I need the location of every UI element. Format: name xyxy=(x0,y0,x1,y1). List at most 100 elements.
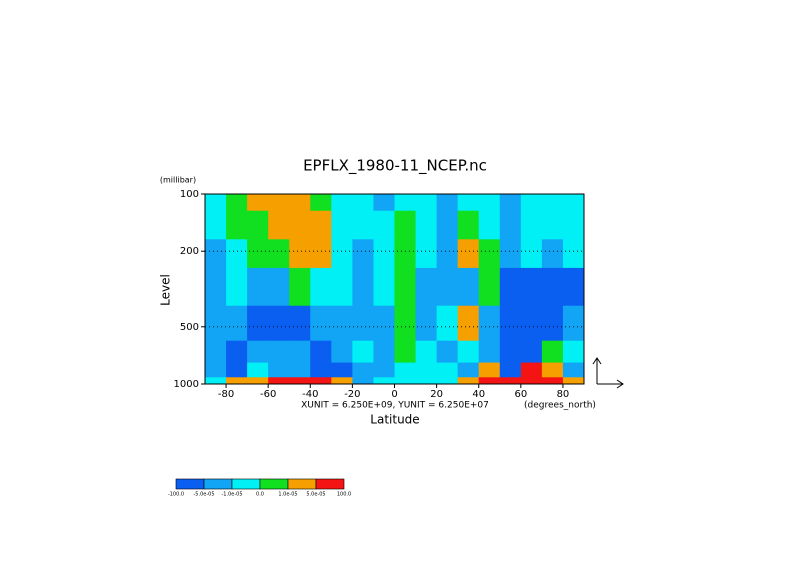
y-tick-label: 500 xyxy=(180,322,199,333)
contour-cell xyxy=(436,305,459,342)
contour-cell xyxy=(373,239,395,269)
colorbar-box xyxy=(203,478,233,490)
contour-cell xyxy=(310,267,332,307)
contour-cell xyxy=(205,362,227,378)
contour-cell xyxy=(205,377,227,385)
contour-cell xyxy=(331,194,353,212)
contour-cell xyxy=(268,194,290,212)
x-units: (degrees_north) xyxy=(524,401,596,411)
contour-cell xyxy=(415,377,438,385)
contour-cell xyxy=(310,194,332,212)
contour-cell xyxy=(226,194,248,212)
contour-cell xyxy=(247,377,269,385)
contour-cell xyxy=(247,305,269,342)
contour-cell xyxy=(436,267,459,307)
contour-cell xyxy=(352,305,374,342)
contour-cell xyxy=(394,267,417,307)
contour-cell xyxy=(268,267,290,307)
colorbar-label: -5.0e-05 xyxy=(194,492,215,498)
contour-cell xyxy=(541,194,564,212)
contour-cell xyxy=(289,305,311,342)
contour-cell xyxy=(352,267,374,307)
contour-cell xyxy=(415,267,438,307)
contour-cell xyxy=(373,340,395,364)
colorbar-box xyxy=(175,478,205,490)
contour-cell xyxy=(268,239,290,269)
colorbar-box xyxy=(315,478,345,490)
contour-cell xyxy=(541,377,564,385)
colorbar-box xyxy=(259,478,289,490)
contour-cell xyxy=(478,194,501,212)
contour-cell xyxy=(415,239,438,269)
contour-cell xyxy=(205,340,227,364)
contour-cell xyxy=(268,305,290,342)
y-tick-label: 200 xyxy=(180,246,199,257)
contour-cell xyxy=(331,210,353,240)
contour-cell xyxy=(415,194,438,212)
contour-cell xyxy=(541,362,564,378)
contour-cell xyxy=(394,377,417,385)
contour-cell xyxy=(499,267,522,307)
contour-cell xyxy=(205,305,227,342)
contour-cell xyxy=(415,305,438,342)
contour-cell xyxy=(520,362,543,378)
contour-cell xyxy=(373,194,395,212)
contour-cell xyxy=(499,362,522,378)
contour-cell xyxy=(268,340,290,364)
contour-cell xyxy=(478,305,501,342)
contour-cell xyxy=(457,305,480,342)
contour-cell xyxy=(226,305,248,342)
contour-cell xyxy=(499,340,522,364)
contour-cell xyxy=(415,210,438,240)
contour-cell xyxy=(541,305,564,342)
contour-cell xyxy=(205,210,227,240)
contour-cell xyxy=(520,377,543,385)
unit-note: XUNIT = 6.250E+09, YUNIT = 6.250E+07 xyxy=(301,401,489,411)
contour-cell xyxy=(289,340,311,364)
contour-cell xyxy=(289,362,311,378)
contour-cell xyxy=(499,377,522,385)
contour-cell xyxy=(457,377,480,385)
x-tick-label: -60 xyxy=(260,389,276,400)
contour-cell xyxy=(310,239,332,269)
contour-cell xyxy=(541,340,564,364)
x-tick-label: 40 xyxy=(472,389,485,400)
contour-cell xyxy=(226,377,248,385)
unit-arrow-up xyxy=(592,357,602,384)
contour-cell xyxy=(478,340,501,364)
contour-cell xyxy=(331,305,353,342)
contour-cell xyxy=(373,210,395,240)
contour-cell xyxy=(562,194,585,212)
y-tick-label: 1000 xyxy=(174,379,199,390)
contour-cell xyxy=(268,362,290,378)
colorbar-label: -100.0 xyxy=(168,492,184,498)
contour-cell xyxy=(373,377,395,385)
contour-cell xyxy=(520,305,543,342)
contour-cell xyxy=(457,340,480,364)
contour-cell xyxy=(394,305,417,342)
colorbar-box xyxy=(287,478,317,490)
contour-cell xyxy=(289,194,311,212)
contour-cell xyxy=(394,210,417,240)
contour-cell xyxy=(562,340,585,364)
contour-cell xyxy=(478,362,501,378)
contour-cell xyxy=(457,239,480,269)
contour-cell xyxy=(415,340,438,364)
contour-cell xyxy=(499,305,522,342)
contour-cell xyxy=(226,267,248,307)
contour-cell xyxy=(310,305,332,342)
contour-cell xyxy=(394,194,417,212)
chart-title: EPFLX_1980-11_NCEP.nc xyxy=(303,157,487,176)
contour-cell xyxy=(310,210,332,240)
y-units: (millibar) xyxy=(160,176,196,185)
contour-cell xyxy=(352,210,374,240)
contour-cell xyxy=(499,239,522,269)
contour-cell xyxy=(562,305,585,342)
contour-cell xyxy=(310,340,332,364)
contour-cell xyxy=(562,210,585,240)
contour-cell xyxy=(478,239,501,269)
contour-cell xyxy=(226,340,248,364)
y-axis-title: Level xyxy=(159,274,173,306)
x-tick-label: 0 xyxy=(391,389,397,400)
